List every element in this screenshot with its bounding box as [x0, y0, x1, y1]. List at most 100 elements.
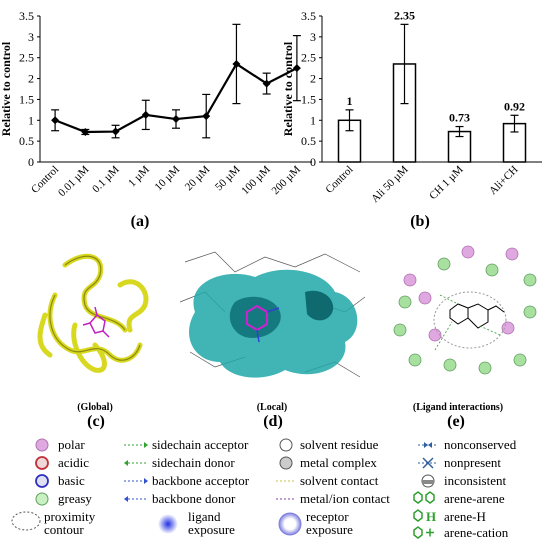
data-label: 0.73 — [449, 111, 470, 125]
residue-disc — [485, 263, 499, 277]
panel-label-b: (b) — [410, 213, 430, 230]
protein-local-image — [175, 242, 373, 392]
data-point — [141, 110, 150, 119]
legend-acidic: acidic — [58, 455, 89, 470]
data-point — [172, 115, 180, 124]
data-point — [292, 64, 301, 73]
y-tick-label: 2.5 — [19, 51, 34, 65]
y-tick-label: 0.5 — [19, 134, 34, 148]
data-label: 0.92 — [504, 99, 525, 113]
residue-disc — [437, 257, 451, 271]
residue-disc — [501, 321, 515, 335]
y-tick-label: 3.5 — [19, 9, 34, 23]
basic-swatch — [35, 474, 49, 488]
metal-complex-swatch — [279, 456, 293, 470]
y-tick-label: 1.5 — [301, 92, 316, 106]
nonpresent-swatch — [422, 457, 434, 469]
data-point — [51, 116, 60, 125]
interaction-legend: polar acidic basic greasy proximity cont… — [11, 437, 517, 539]
legend-greasy: greasy — [58, 491, 92, 506]
y-tick-label: 1.5 — [19, 92, 34, 106]
legend-solvent-contact: solvent contact — [300, 473, 379, 488]
legend-sidechain-donor: sidechain donor — [152, 455, 235, 470]
panel-label-a: (a) — [130, 213, 150, 230]
legend-metal-ion-contact: metal/ion contact — [300, 491, 390, 506]
x-tick-label: CH 1 µM — [427, 163, 466, 202]
y-tick-label: 3 — [310, 30, 316, 44]
y-tick-label: 0.5 — [301, 134, 316, 148]
residue-disc — [443, 358, 457, 372]
panel-label-c: (c) — [87, 413, 105, 430]
greasy-swatch — [35, 492, 49, 506]
ligand-interaction-diagram — [393, 245, 537, 375]
arene-cation-swatch — [413, 526, 434, 539]
residue-disc — [461, 245, 475, 259]
caption-local: (Local) — [256, 402, 288, 413]
legend-sidechain-acceptor: sidechain acceptor — [152, 437, 249, 452]
data-point — [232, 59, 241, 68]
x-tick-label: 100 µM — [239, 163, 273, 197]
arene-arene-swatch — [413, 491, 435, 504]
data-label: 1 — [347, 94, 353, 108]
x-tick-label: 10 µM — [153, 163, 183, 193]
residue-disc — [408, 353, 422, 367]
panel-label-d: (d) — [263, 413, 283, 430]
y-tick-label: 3.5 — [301, 9, 316, 23]
residue-disc — [403, 273, 417, 287]
data-point — [202, 112, 211, 121]
x-tick-label: Ali 50 µM — [369, 163, 411, 205]
caption-global: (Global) — [77, 402, 113, 413]
legend-inconsistent: inconsistent — [444, 473, 506, 488]
data-point — [262, 79, 271, 88]
arene-h-swatch — [413, 509, 423, 522]
y-tick-label: 2.5 — [301, 51, 316, 65]
residue-disc — [523, 305, 537, 319]
data-point — [111, 127, 120, 136]
legend-polar: polar — [58, 437, 85, 452]
legend-ligand-exposure: ligand exposure — [188, 510, 235, 537]
legend-proximity-contour: proximity contour — [44, 510, 96, 537]
y-tick-label: 3 — [28, 30, 34, 44]
x-tick-label: 20 µM — [183, 163, 213, 193]
y-tick-label: 1 — [310, 113, 316, 127]
y-tick-label: 1 — [28, 113, 34, 127]
residue-disc — [478, 361, 492, 375]
data-point — [81, 127, 90, 136]
legend-nonpresent: nonpresent — [444, 455, 501, 470]
x-tick-label: 0.01 µM — [56, 163, 92, 199]
legend-nonconserved: nonconserved — [444, 437, 517, 452]
x-tick-label: 0.1 µM — [90, 163, 122, 195]
chart-b: 0 0.5 1 1.5 2 2.5 3 3.5 Relative to control Contr… — [282, 8, 542, 205]
y-tick-label: 2 — [310, 72, 316, 86]
legend-basic: basic — [58, 473, 85, 488]
ligand-exposure-swatch — [158, 514, 178, 534]
x-tick-label: Ali+CH — [487, 164, 521, 198]
x-tick-label: 1 µM — [126, 163, 152, 189]
residue-disc — [523, 273, 537, 287]
legend-arene-arene: arene-arene — [444, 491, 505, 506]
residue-disc — [513, 353, 527, 367]
residue-disc — [505, 247, 519, 261]
y-tick-label: 0 — [28, 155, 34, 169]
residue-disc — [428, 328, 442, 342]
legend-arene-h: arene-H — [444, 509, 486, 524]
legend-receptor-exposure: receptor exposure — [306, 510, 353, 537]
polar-swatch — [35, 438, 49, 452]
x-tick-label: Control — [323, 164, 355, 196]
protein-global-image — [37, 253, 149, 373]
caption-ligand: (Ligand interactions) — [412, 402, 504, 413]
residue-disc — [418, 291, 432, 305]
legend-backbone-donor: backbone donor — [152, 491, 236, 506]
y-tick-label: 0 — [310, 155, 316, 169]
proximity-contour-swatch — [11, 511, 41, 531]
residue-disc — [398, 295, 412, 309]
y-axis-label: Relative to control — [282, 41, 295, 136]
y-axis-label: Relative to control — [0, 41, 13, 136]
data-label: 2.35 — [394, 8, 415, 22]
residue-disc — [393, 323, 407, 337]
legend-metal-complex: metal complex — [300, 455, 377, 470]
solvent-residue-swatch — [279, 438, 293, 452]
acidic-swatch — [35, 456, 49, 470]
receptor-exposure-swatch — [278, 512, 302, 536]
